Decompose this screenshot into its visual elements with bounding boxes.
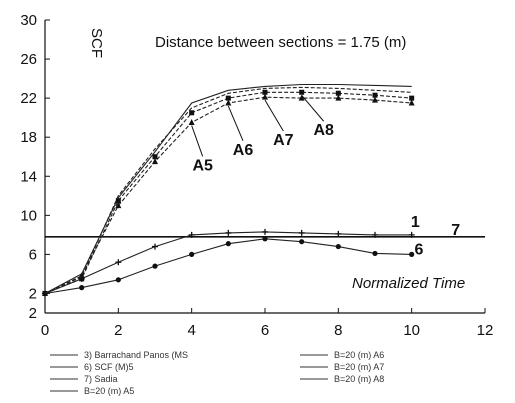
series-point xyxy=(152,243,158,250)
legend: 3) Barrachand Panos (MS 6) SCF (M)5 7) Sad… xyxy=(50,350,384,396)
label-leader-line xyxy=(264,99,284,132)
series-point xyxy=(409,251,415,257)
series-5 xyxy=(42,89,415,296)
legend-entry: 3) Barrachand Panos (MS xyxy=(84,350,188,360)
series-3 xyxy=(44,83,412,294)
series-point xyxy=(115,259,122,266)
series-point xyxy=(152,263,158,269)
series-point xyxy=(225,95,231,101)
x-axis-label: Normalized Time xyxy=(352,275,465,292)
distance-annotation: Distance between sections = 1.75 (m) xyxy=(155,34,406,51)
label-leader-line xyxy=(227,105,244,141)
y-tick-label: 30 xyxy=(20,12,37,29)
series-point xyxy=(115,202,122,209)
y-tick-label: 26 xyxy=(20,51,37,68)
series-point xyxy=(225,229,232,236)
curve-label-1: 1 xyxy=(411,214,420,231)
x-tick-label: 0 xyxy=(41,322,49,339)
legend-entry: 6) SCF (M)5 xyxy=(84,362,134,372)
series-line xyxy=(44,96,412,294)
series-point xyxy=(372,231,378,238)
series-point xyxy=(152,158,158,165)
series-point xyxy=(335,90,341,96)
series-line xyxy=(44,91,412,295)
y-tick-label: 18 xyxy=(20,129,37,146)
legend-entry: B=20 (m) A6 xyxy=(334,350,384,360)
y-tick-label: 2 xyxy=(29,305,37,322)
series-point xyxy=(262,236,268,242)
series-4 xyxy=(42,93,415,296)
series-line xyxy=(44,83,412,294)
series-point xyxy=(335,94,342,101)
series-point xyxy=(189,110,195,116)
curve-label-A8: A8 xyxy=(313,122,334,139)
series-point xyxy=(225,241,231,247)
series-point xyxy=(408,231,415,238)
series-point xyxy=(115,198,121,204)
series-point xyxy=(79,285,85,291)
y-tick-label: 2 xyxy=(29,285,37,302)
label-leader-line xyxy=(191,125,204,157)
series-point xyxy=(299,89,305,95)
legend-entry: B=20 (m) A5 xyxy=(84,386,134,396)
y-tick-label: 10 xyxy=(20,207,37,224)
series-point xyxy=(372,250,378,257)
series-6 xyxy=(44,86,412,295)
y-tick-label: 6 xyxy=(29,246,37,263)
series-point xyxy=(298,229,305,236)
series-point xyxy=(408,99,415,106)
legend-entry: 7) Sadia xyxy=(84,374,118,384)
series-point xyxy=(262,228,268,235)
series-point xyxy=(335,243,341,250)
x-tick-label: 10 xyxy=(403,322,420,339)
y-tick-label: 14 xyxy=(20,168,37,185)
curve-labels: A5 A6 A7 A8 1 7 6 xyxy=(191,94,460,258)
series-point xyxy=(225,99,232,106)
series-point xyxy=(79,276,85,282)
curve-label-A5: A5 xyxy=(192,157,213,174)
series-point xyxy=(115,277,121,283)
series-line xyxy=(44,86,412,295)
series-group xyxy=(42,83,415,297)
series-point xyxy=(262,93,268,100)
x-tick-label: 4 xyxy=(187,322,195,339)
curve-label-A6: A6 xyxy=(233,142,254,159)
series-point xyxy=(372,92,378,98)
x-tick-label: 12 xyxy=(477,322,494,339)
x-tick-label: 8 xyxy=(334,322,342,339)
curve-label-7: 7 xyxy=(451,222,460,239)
series-point xyxy=(152,154,158,160)
series-point xyxy=(262,89,268,95)
series-point xyxy=(188,231,195,238)
series-point xyxy=(188,119,195,126)
x-tick-label: 6 xyxy=(261,322,269,339)
series-point xyxy=(409,95,415,101)
x-tick-label: 2 xyxy=(114,322,122,339)
legend-entry: B=20 (m) A8 xyxy=(334,374,384,384)
series-point xyxy=(299,239,305,245)
curve-label-6: 6 xyxy=(415,241,424,258)
y-tick-label: 22 xyxy=(20,90,37,107)
label-leader-line xyxy=(301,94,325,122)
series-point xyxy=(372,96,378,103)
series-point xyxy=(335,230,342,237)
y-axis-label: SCF xyxy=(88,28,105,58)
curve-label-A7: A7 xyxy=(273,132,294,149)
series-point xyxy=(298,94,305,101)
series-point xyxy=(189,251,195,257)
legend-entry: B=20 (m) A7 xyxy=(334,362,384,372)
